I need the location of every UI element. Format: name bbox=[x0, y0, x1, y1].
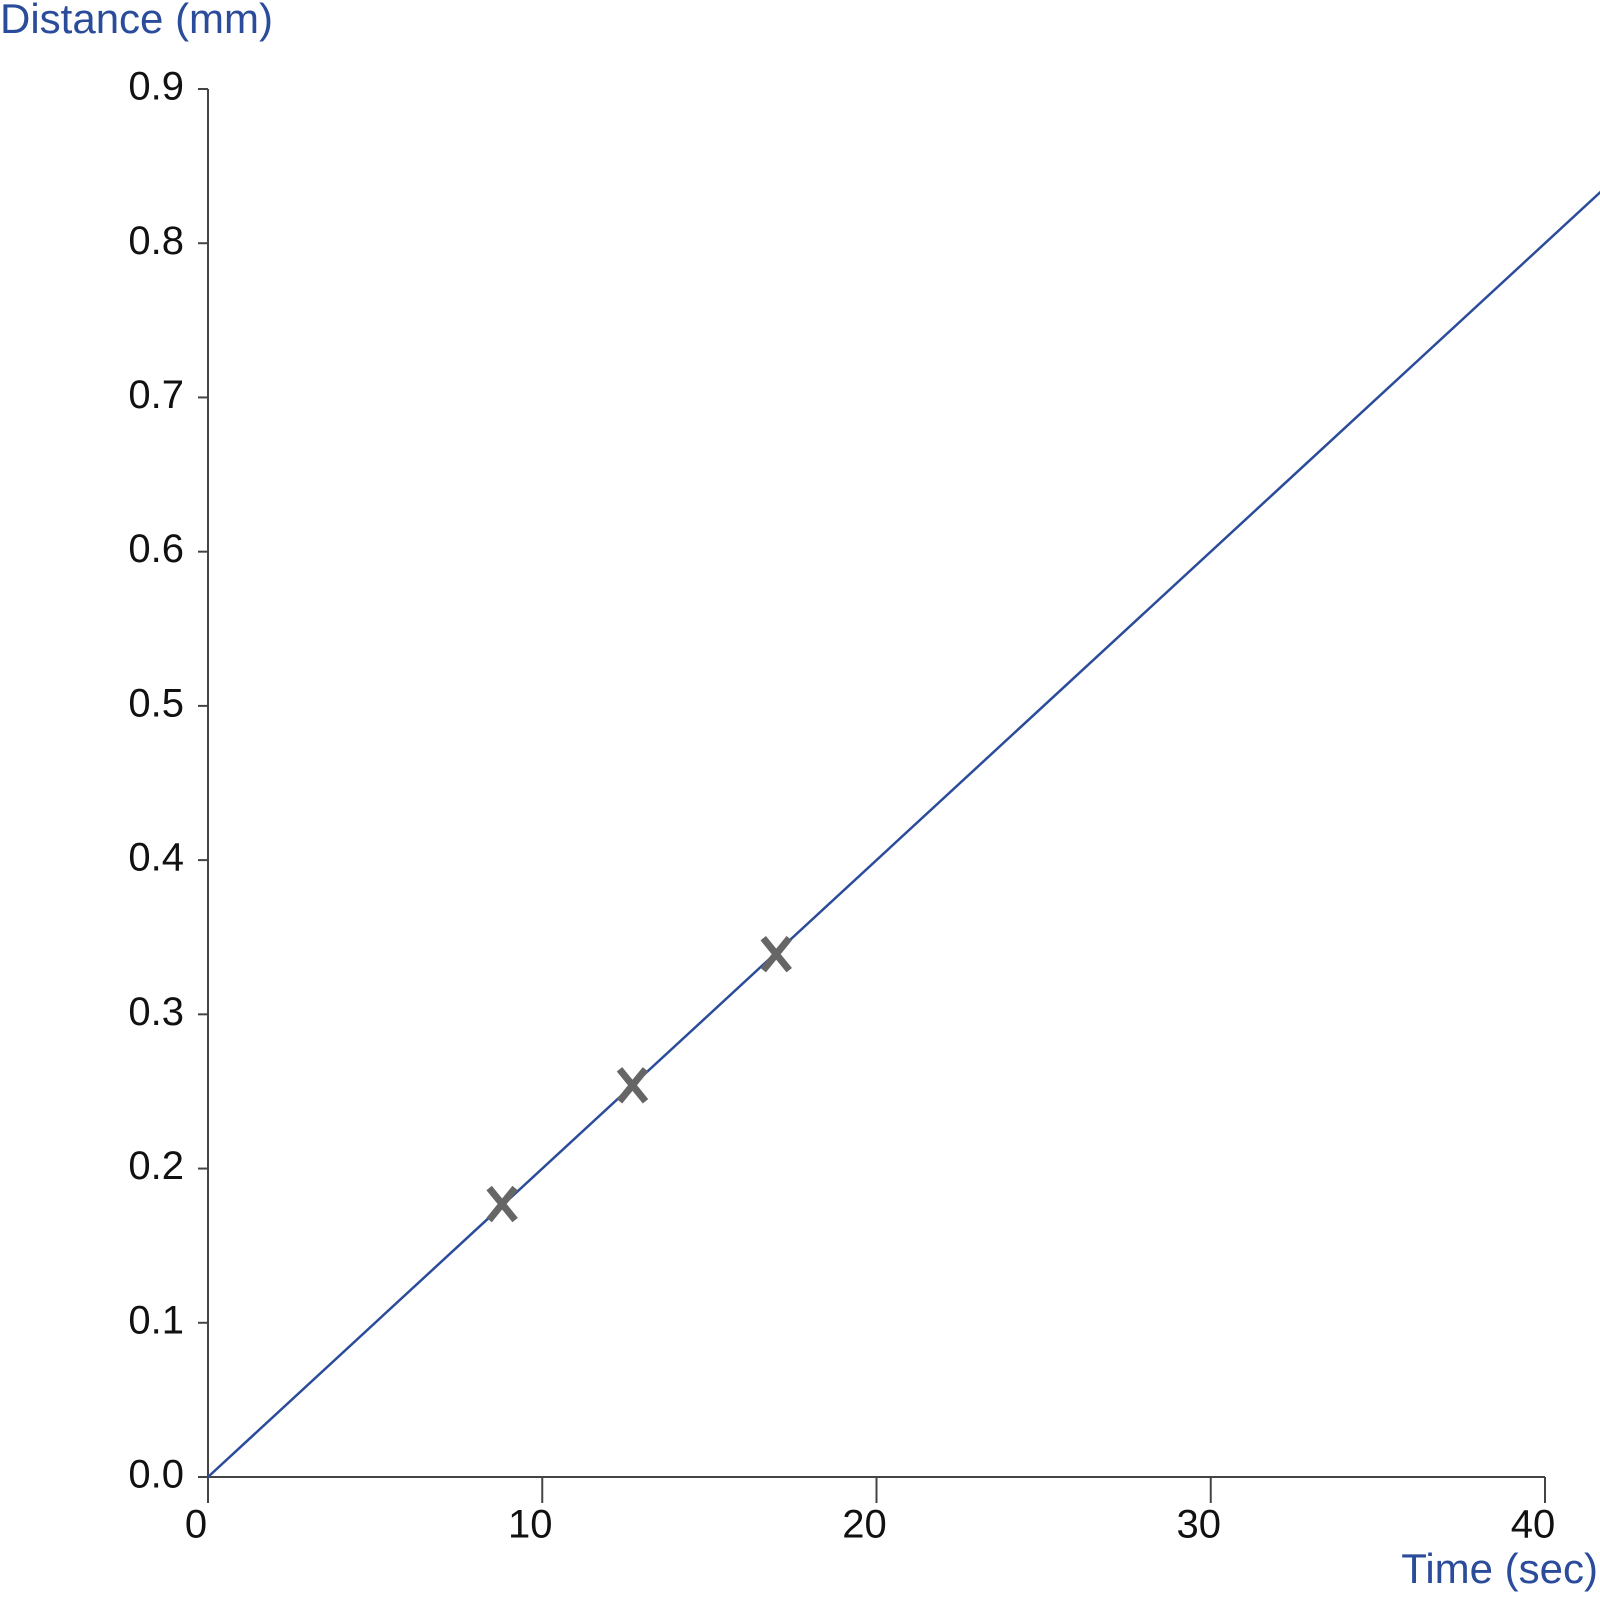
y-tick-label: 0.2 bbox=[128, 1144, 184, 1188]
x-axis-title: Time (sec) bbox=[1401, 1545, 1598, 1592]
x-tick-label: 0 bbox=[185, 1503, 207, 1547]
y-tick-label: 0.6 bbox=[128, 527, 184, 571]
y-tick-label: 0.0 bbox=[128, 1453, 184, 1497]
y-tick-label: 0.5 bbox=[128, 681, 184, 725]
x-marker bbox=[486, 1185, 518, 1223]
x-tick-label: 20 bbox=[842, 1503, 887, 1547]
y-tick-label: 0.4 bbox=[128, 836, 184, 880]
x-tick-label: 30 bbox=[1177, 1503, 1222, 1547]
y-axis-title: Distance (mm) bbox=[0, 0, 273, 42]
x-marker bbox=[616, 1067, 649, 1104]
fit-line bbox=[207, 190, 1600, 1478]
x-tick-label: 10 bbox=[508, 1503, 553, 1547]
y-tick-label: 0.7 bbox=[128, 373, 184, 417]
x-tick-label: 40 bbox=[1511, 1503, 1556, 1547]
y-tick-label: 0.1 bbox=[128, 1298, 184, 1342]
x-marker bbox=[760, 935, 792, 973]
y-tick-label: 0.8 bbox=[128, 219, 184, 263]
y-tick-label: 0.9 bbox=[128, 65, 184, 109]
y-tick-label: 0.3 bbox=[128, 990, 184, 1034]
